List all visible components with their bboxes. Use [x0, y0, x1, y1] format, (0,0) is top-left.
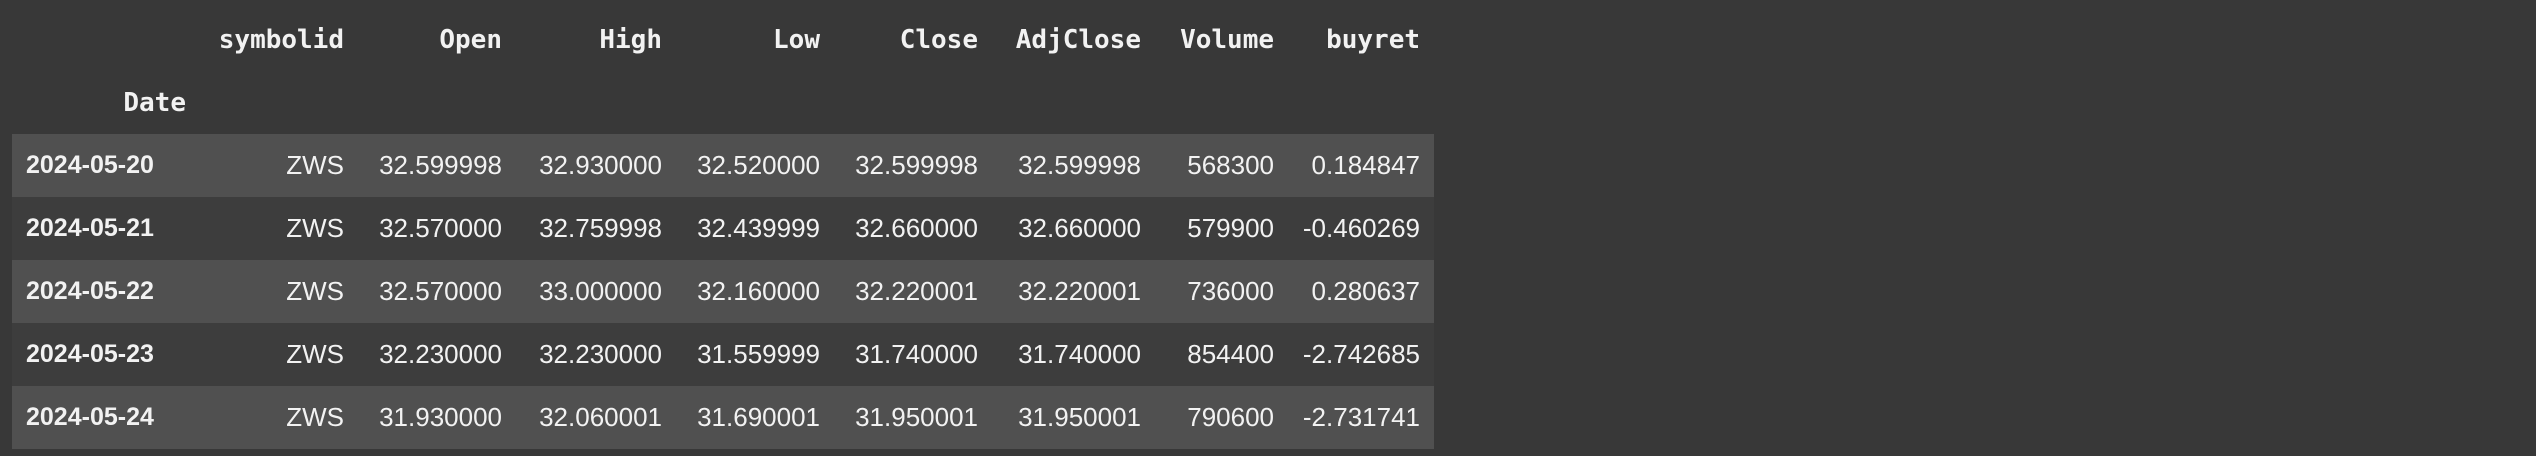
- table-row: 2024-05-21 ZWS 32.570000 32.759998 32.43…: [12, 197, 1434, 260]
- cell-adjclose: 32.599998: [1018, 150, 1141, 180]
- row-index-date: 2024-05-23: [26, 340, 154, 368]
- notebook-output-cell: symbolid Open High Low Close AdjClose Vo…: [12, 8, 1434, 449]
- cell-adjclose: 32.660000: [1018, 213, 1141, 243]
- dataframe-table: symbolid Open High Low Close AdjClose Vo…: [12, 8, 1434, 449]
- cell-symbolid: ZWS: [286, 276, 344, 306]
- cell-volume: 579900: [1187, 213, 1274, 243]
- cell-symbolid: ZWS: [286, 150, 344, 180]
- cell-low: 31.690001: [697, 402, 820, 432]
- column-header-adjclose: AdjClose: [1015, 25, 1141, 55]
- cell-close: 31.950001: [855, 402, 978, 432]
- cell-high: 32.759998: [539, 213, 662, 243]
- table-header: symbolid Open High Low Close AdjClose Vo…: [12, 8, 1434, 134]
- column-header-open: Open: [439, 25, 502, 55]
- cell-open: 32.230000: [379, 339, 502, 369]
- cell-close: 32.599998: [855, 150, 978, 180]
- column-header-high: High: [599, 25, 662, 55]
- cell-low: 32.520000: [697, 150, 820, 180]
- table-row: 2024-05-20 ZWS 32.599998 32.930000 32.52…: [12, 134, 1434, 197]
- cell-adjclose: 31.740000: [1018, 339, 1141, 369]
- table-row: 2024-05-24 ZWS 31.930000 32.060001 31.69…: [12, 386, 1434, 449]
- cell-open: 32.570000: [379, 213, 502, 243]
- cell-volume: 854400: [1187, 339, 1274, 369]
- cell-volume: 790600: [1187, 402, 1274, 432]
- cell-close: 31.740000: [855, 339, 978, 369]
- column-header-symbolid: symbolid: [218, 25, 344, 55]
- column-header-close: Close: [899, 25, 978, 55]
- table-row: 2024-05-22 ZWS 32.570000 33.000000 32.16…: [12, 260, 1434, 323]
- column-header-low: Low: [773, 25, 820, 55]
- cell-adjclose: 31.950001: [1018, 402, 1141, 432]
- cell-volume: 568300: [1187, 150, 1274, 180]
- index-name-row: Date: [12, 72, 1434, 134]
- row-index-date: 2024-05-20: [26, 151, 154, 179]
- cell-close: 32.220001: [855, 276, 978, 306]
- cell-close: 32.660000: [855, 213, 978, 243]
- cell-low: 32.160000: [697, 276, 820, 306]
- cell-low: 32.439999: [697, 213, 820, 243]
- row-index-date: 2024-05-21: [26, 214, 154, 242]
- cell-high: 32.930000: [539, 150, 662, 180]
- cell-open: 31.930000: [379, 402, 502, 432]
- cell-buyret: 0.280637: [1311, 276, 1420, 306]
- table-row: 2024-05-23 ZWS 32.230000 32.230000 31.55…: [12, 323, 1434, 386]
- cell-high: 33.000000: [539, 276, 662, 306]
- column-header-volume: Volume: [1180, 25, 1274, 55]
- index-name-header: Date: [123, 88, 186, 118]
- cell-buyret: -0.460269: [1302, 213, 1420, 243]
- cell-buyret: 0.184847: [1311, 150, 1420, 180]
- cell-buyret: -2.731741: [1302, 402, 1420, 432]
- cell-low: 31.559999: [697, 339, 820, 369]
- cell-high: 32.060001: [539, 402, 662, 432]
- index-corner-cell: [12, 8, 200, 72]
- cell-symbolid: ZWS: [286, 402, 344, 432]
- row-index-date: 2024-05-24: [26, 403, 154, 431]
- cell-symbolid: ZWS: [286, 213, 344, 243]
- cell-buyret: -2.742685: [1302, 339, 1420, 369]
- column-header-row: symbolid Open High Low Close AdjClose Vo…: [12, 8, 1434, 72]
- row-index-date: 2024-05-22: [26, 277, 154, 305]
- cell-volume: 736000: [1187, 276, 1274, 306]
- cell-open: 32.570000: [379, 276, 502, 306]
- cell-adjclose: 32.220001: [1018, 276, 1141, 306]
- column-header-buyret: buyret: [1326, 25, 1420, 55]
- cell-high: 32.230000: [539, 339, 662, 369]
- cell-symbolid: ZWS: [286, 339, 344, 369]
- table-body: 2024-05-20 ZWS 32.599998 32.930000 32.52…: [12, 134, 1434, 449]
- cell-open: 32.599998: [379, 150, 502, 180]
